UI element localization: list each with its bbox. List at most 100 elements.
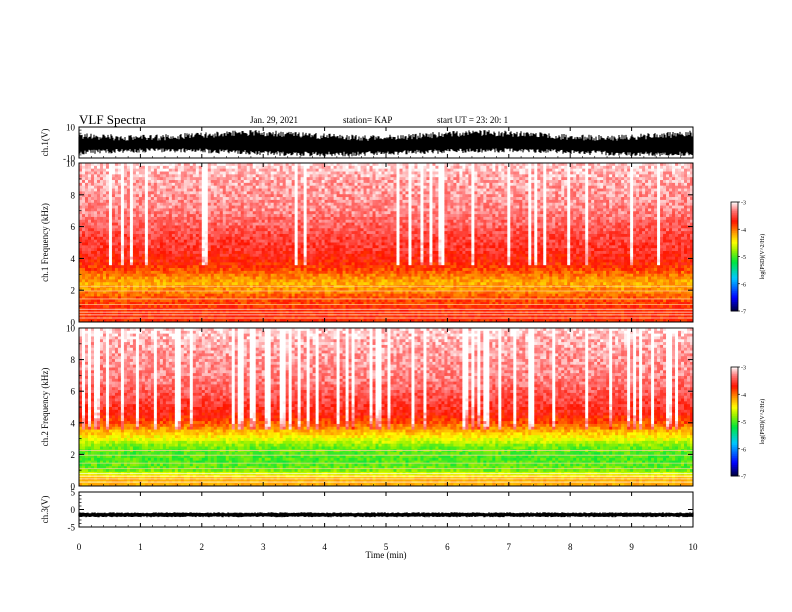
ch1-spectrogram-cell	[642, 199, 646, 204]
ch1-spectrogram-cell	[609, 163, 613, 167]
ch1-spectrogram-cell	[147, 165, 152, 170]
ch1-spectrogram-cell	[486, 180, 490, 184]
ch1-spectrogram-cell	[99, 205, 104, 209]
ch1-spectrogram-cell	[159, 199, 164, 204]
ch1-spectrogram-cell	[243, 185, 248, 189]
ch1-spectrogram-cell	[606, 171, 610, 175]
ch1-spectrogram-cell	[258, 177, 263, 181]
ch1-spectrogram-cell	[303, 228, 308, 232]
ch1-spectrogram-cell	[609, 174, 613, 178]
ch1-spectrogram-cell	[552, 211, 556, 215]
ch1-spectrogram-cell	[525, 185, 529, 189]
ch1-spectrogram-cell	[396, 219, 400, 224]
ch1-spectrogram-cell	[261, 199, 266, 204]
ch1-spectrogram-cell	[216, 191, 221, 195]
ch1-spectrogram-cell	[558, 219, 562, 224]
ch1-spectrogram-cell	[339, 182, 343, 187]
ch1-spectrogram-cell	[195, 177, 200, 181]
ch1-spectrogram-cell	[474, 168, 478, 172]
ch1-spectrogram-cell	[114, 202, 119, 206]
ch1-spectrogram-cell	[450, 197, 454, 201]
ch1-spectrogram-cell	[564, 174, 568, 178]
ch1-spectrogram-cell	[198, 225, 203, 229]
ch1-spectrogram-cell	[330, 180, 334, 184]
ch1-spectrogram-cell	[240, 211, 245, 215]
ch1-spectrogram-cell	[108, 185, 113, 189]
ch1-spectrogram-cell	[663, 174, 667, 178]
ch1-spectrogram-cell	[468, 197, 472, 201]
ch1-spectrogram-cell	[501, 185, 505, 189]
ch1-spectrogram-cell	[348, 208, 352, 212]
ch1-spectrogram-cell	[531, 177, 535, 181]
ch1-spectrogram-cell	[90, 225, 95, 229]
ch1-spectrogram-cell	[225, 199, 230, 204]
ch1-spectrogram-cell	[459, 182, 463, 187]
ch1-spectrogram-cell	[594, 205, 598, 209]
ch1-spectrogram-cell	[666, 205, 670, 209]
ch1-spectrogram-cell	[576, 177, 580, 181]
ch1-spectrogram-cell	[642, 165, 646, 170]
ch1-spectrogram-cell	[117, 177, 122, 181]
ch1-spectrogram-cell	[333, 225, 337, 229]
ch1-spectrogram-cell	[105, 225, 110, 229]
ch1-spectrogram-cell	[504, 222, 508, 226]
ch1-spectrogram-cell	[462, 185, 466, 189]
ch1-spectrogram-cell	[453, 197, 457, 201]
ch1-spectrogram-cell	[372, 216, 376, 221]
ch1-spectrogram-cell	[624, 191, 628, 195]
ch1-spectrogram-cell	[441, 185, 445, 189]
ch1-spectrogram-cell	[588, 177, 592, 181]
ch1-spectrogram-cell	[183, 185, 188, 189]
ch1-spectrogram-cell	[363, 199, 367, 204]
ch1-spectrogram-cell	[192, 222, 197, 226]
ch1-spectrogram-cell	[333, 185, 337, 189]
ch1-spectrogram-cell	[79, 163, 83, 167]
ch1-spectrogram-cell	[228, 194, 233, 198]
ch1-spectrogram-cell	[384, 180, 388, 184]
ch1-spectrogram-cell	[558, 199, 562, 204]
ch1-spectrogram-cell	[645, 180, 649, 184]
ch1-spectrogram-cell	[177, 225, 182, 229]
ch1-spectrogram-cell	[483, 180, 487, 184]
ch1-spectrogram-cell	[99, 182, 104, 187]
ch1-spectrogram-cell	[342, 205, 346, 209]
ch1-spectrogram-cell	[675, 185, 679, 189]
ch1-spectrogram-cell	[402, 228, 406, 232]
ch1-spectrogram-cell	[567, 182, 571, 187]
ch1-spectrogram-cell	[636, 174, 640, 178]
ch1-spectrogram-cell	[105, 191, 110, 195]
ch1-spectrogram-cell	[555, 199, 559, 204]
ch1-spectrogram-cell	[114, 216, 119, 221]
ch1-spectrogram-cell	[213, 197, 218, 201]
ch1-spectrogram-cell	[438, 208, 442, 212]
ch1-spectrogram-cell	[633, 177, 637, 181]
ch1-spectrogram-cell	[582, 182, 586, 187]
ch1-spectrogram-cell	[615, 185, 619, 189]
ch1-spectrogram-cell	[645, 197, 649, 201]
ch1-spectrogram-cell	[489, 191, 493, 195]
ch1-spectrogram-cell	[90, 182, 95, 187]
ch1-spectrogram-cell	[309, 211, 314, 215]
ch1-spectrogram-cell	[252, 205, 257, 209]
ch1-spectrogram-cell	[375, 197, 379, 201]
ch1-spectrogram-cell	[552, 216, 556, 221]
ch1-spectrogram-cell	[168, 191, 173, 195]
ch1-spectrogram-cell	[201, 222, 206, 226]
ch1-spectrogram-cell	[489, 205, 493, 209]
ch1-spectrogram-cell	[525, 180, 529, 184]
ch1-spectrogram-cell	[669, 205, 673, 209]
ch1-spectrogram-cell	[555, 211, 559, 215]
ch1-spectrogram-cell	[336, 228, 340, 232]
ch1-spectrogram-cell	[675, 219, 679, 224]
ch1-spectrogram-cell	[639, 228, 643, 232]
ch1-spectrogram-cell	[585, 165, 589, 170]
ch1-spectrogram-cell	[450, 180, 454, 184]
ch1-spectrogram-cell	[150, 202, 155, 206]
ch1-spectrogram-cell	[531, 185, 535, 189]
ch1-spectrogram-cell	[420, 219, 424, 224]
ch1-spectrogram-cell	[495, 205, 499, 209]
ch1-spectrogram-cell	[324, 174, 328, 178]
ch1-spectrogram-cell	[429, 208, 433, 212]
ch1-spectrogram-cell	[252, 171, 257, 175]
ch1-spectrogram-cell	[375, 185, 379, 189]
